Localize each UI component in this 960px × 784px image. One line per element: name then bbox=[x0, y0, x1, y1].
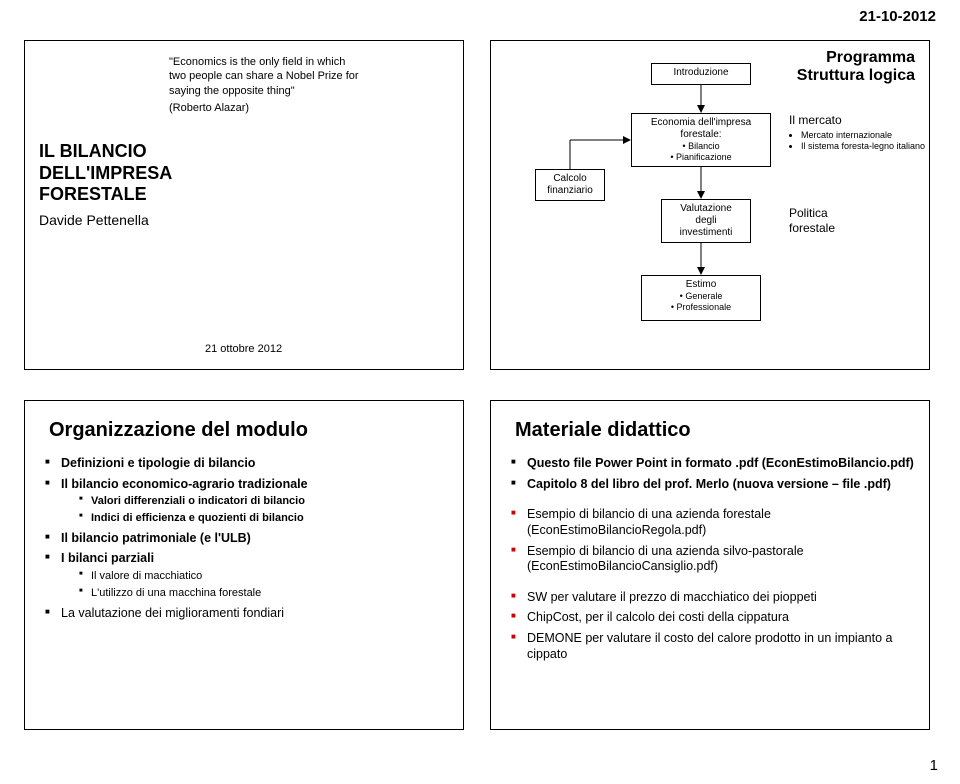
sub-list: Il valore di macchiatico L'utilizzo di un… bbox=[79, 570, 449, 601]
list-item: Definizioni e tipologie di bilancio bbox=[45, 456, 449, 472]
bullet-text: Professionale bbox=[677, 302, 732, 312]
list-item: DEMONE per valutare il costo del calore … bbox=[511, 631, 915, 662]
list-item-text: I bilanci parziali bbox=[61, 551, 154, 565]
page-number: 1 bbox=[930, 757, 938, 774]
box-label: degli bbox=[664, 215, 748, 227]
slide-title: "Economics is the only field in which tw… bbox=[24, 40, 464, 370]
page-date: 21-10-2012 bbox=[859, 8, 936, 25]
slide3-title: Organizzazione del modulo bbox=[49, 419, 449, 442]
box-bullet: • Pianificazione bbox=[634, 152, 768, 163]
slide-organizzazione: Organizzazione del modulo Definizioni e … bbox=[24, 400, 464, 730]
box-label: Estimo bbox=[644, 279, 758, 291]
diagram-box-economia: Economia dell'impresa forestale: • Bilan… bbox=[631, 113, 771, 167]
slide4-list: Questo file Power Point in formato .pdf … bbox=[511, 456, 915, 662]
list-item: La valutazione dei miglioramenti fondiar… bbox=[45, 606, 449, 622]
presentation-date: 21 ottobre 2012 bbox=[205, 343, 282, 355]
spacer bbox=[511, 580, 915, 590]
side-item: Mercato internazionale bbox=[801, 130, 925, 141]
slide3-list: Definizioni e tipologie di bilancio Il bi… bbox=[45, 456, 449, 621]
sub-list-item: L'utilizzo di una macchina forestale bbox=[79, 587, 449, 601]
list-item-text: Definizioni e tipologie di bilancio bbox=[61, 456, 255, 470]
title-line: IL BILANCIO bbox=[39, 141, 449, 163]
sub-list-item: Valori differenziali o indicatori di bil… bbox=[79, 495, 449, 509]
sub-list-item: Il valore di macchiatico bbox=[79, 570, 449, 584]
box-label: Valutazione bbox=[664, 203, 748, 215]
list-item: Capitolo 8 del libro del prof. Merlo (nu… bbox=[511, 477, 915, 493]
side-mercato: Il mercato Mercato internazionale Il sis… bbox=[789, 113, 925, 153]
side-item: Il sistema foresta-legno italiano bbox=[801, 141, 925, 152]
quote-line: saying the opposite thing" bbox=[169, 84, 429, 98]
box-label: finanziario bbox=[538, 185, 602, 197]
presentation-title: IL BILANCIO DELL'IMPRESA FORESTALE bbox=[39, 141, 449, 206]
list-item-text: Questo file Power Point in formato .pdf … bbox=[527, 456, 914, 470]
list-item: I bilanci parziali Il valore di macchiati… bbox=[45, 551, 449, 600]
box-label: forestale: bbox=[634, 129, 768, 141]
box-label: Economia dell'impresa bbox=[634, 117, 768, 129]
bullet-text: Pianificazione bbox=[676, 152, 732, 162]
quote-line: "Economics is the only field in which bbox=[169, 55, 429, 69]
box-label: Introduzione bbox=[673, 67, 728, 78]
quote-line: two people can share a Nobel Prize for bbox=[169, 69, 429, 83]
author-name: Davide Pettenella bbox=[39, 212, 449, 228]
slide4-title: Materiale didattico bbox=[515, 419, 915, 442]
list-item-text: Capitolo 8 del libro del prof. Merlo (nu… bbox=[527, 477, 891, 491]
quote-attribution: (Roberto Alazar) bbox=[169, 101, 429, 115]
box-bullet: • Bilancio bbox=[634, 141, 768, 152]
side-heading: Il mercato bbox=[789, 113, 925, 128]
box-bullet: • Professionale bbox=[644, 302, 758, 313]
list-item-text: SW per valutare il prezzo di macchiatico… bbox=[527, 590, 817, 604]
diagram-box-calcolo: Calcolo finanziario bbox=[535, 169, 605, 201]
list-item: Esempio di bilancio di una azienda fores… bbox=[511, 507, 915, 538]
list-item-text: DEMONE per valutare il costo del calore … bbox=[527, 631, 892, 661]
slide-materiale: Materiale didattico Questo file Power Po… bbox=[490, 400, 930, 730]
box-label: investimenti bbox=[664, 227, 748, 239]
side-politica: Politica forestale bbox=[789, 206, 835, 236]
side-heading: Politica bbox=[789, 206, 835, 221]
box-label: Calcolo bbox=[538, 173, 602, 185]
list-item-text: ChipCost, per il calcolo dei costi della… bbox=[527, 610, 789, 624]
sub-list-item: Indici di efficienza e quozienti di bila… bbox=[79, 512, 449, 526]
bullet-text: Generale bbox=[685, 291, 722, 301]
list-item: Il bilancio economico-agrario tradiziona… bbox=[45, 477, 449, 526]
side-heading: forestale bbox=[789, 221, 835, 236]
list-item: SW per valutare il prezzo di macchiatico… bbox=[511, 590, 915, 606]
list-item-text: Esempio di bilancio di una azienda fores… bbox=[527, 507, 771, 537]
slide-programma: Programma Struttura logica Introduzione … bbox=[490, 40, 930, 370]
list-item: Questo file Power Point in formato .pdf … bbox=[511, 456, 915, 472]
list-item-text: Esempio di bilancio di una azienda silvo… bbox=[527, 544, 804, 574]
list-item: Esempio di bilancio di una azienda silvo… bbox=[511, 544, 915, 575]
box-bullet: • Generale bbox=[644, 291, 758, 302]
list-item-text: Il bilancio economico-agrario tradiziona… bbox=[61, 477, 308, 491]
quote-block: "Economics is the only field in which tw… bbox=[169, 55, 429, 115]
diagram-box-valutazione: Valutazione degli investimenti bbox=[661, 199, 751, 243]
list-item-text: La valutazione dei miglioramenti fondiar… bbox=[61, 606, 284, 620]
page: 21-10-2012 "Economics is the only field … bbox=[0, 0, 960, 784]
diagram-box-introduzione: Introduzione bbox=[651, 63, 751, 85]
title-line: DELL'IMPRESA bbox=[39, 163, 449, 185]
list-item: ChipCost, per il calcolo dei costi della… bbox=[511, 610, 915, 626]
bullet-text: Bilancio bbox=[688, 141, 720, 151]
spacer bbox=[511, 497, 915, 507]
list-item-text: Il bilancio patrimoniale (e l'ULB) bbox=[61, 531, 251, 545]
list-item: Il bilancio patrimoniale (e l'ULB) bbox=[45, 531, 449, 547]
title-line: FORESTALE bbox=[39, 184, 449, 206]
sub-list: Valori differenziali o indicatori di bil… bbox=[79, 495, 449, 526]
diagram-box-estimo: Estimo • Generale • Professionale bbox=[641, 275, 761, 321]
